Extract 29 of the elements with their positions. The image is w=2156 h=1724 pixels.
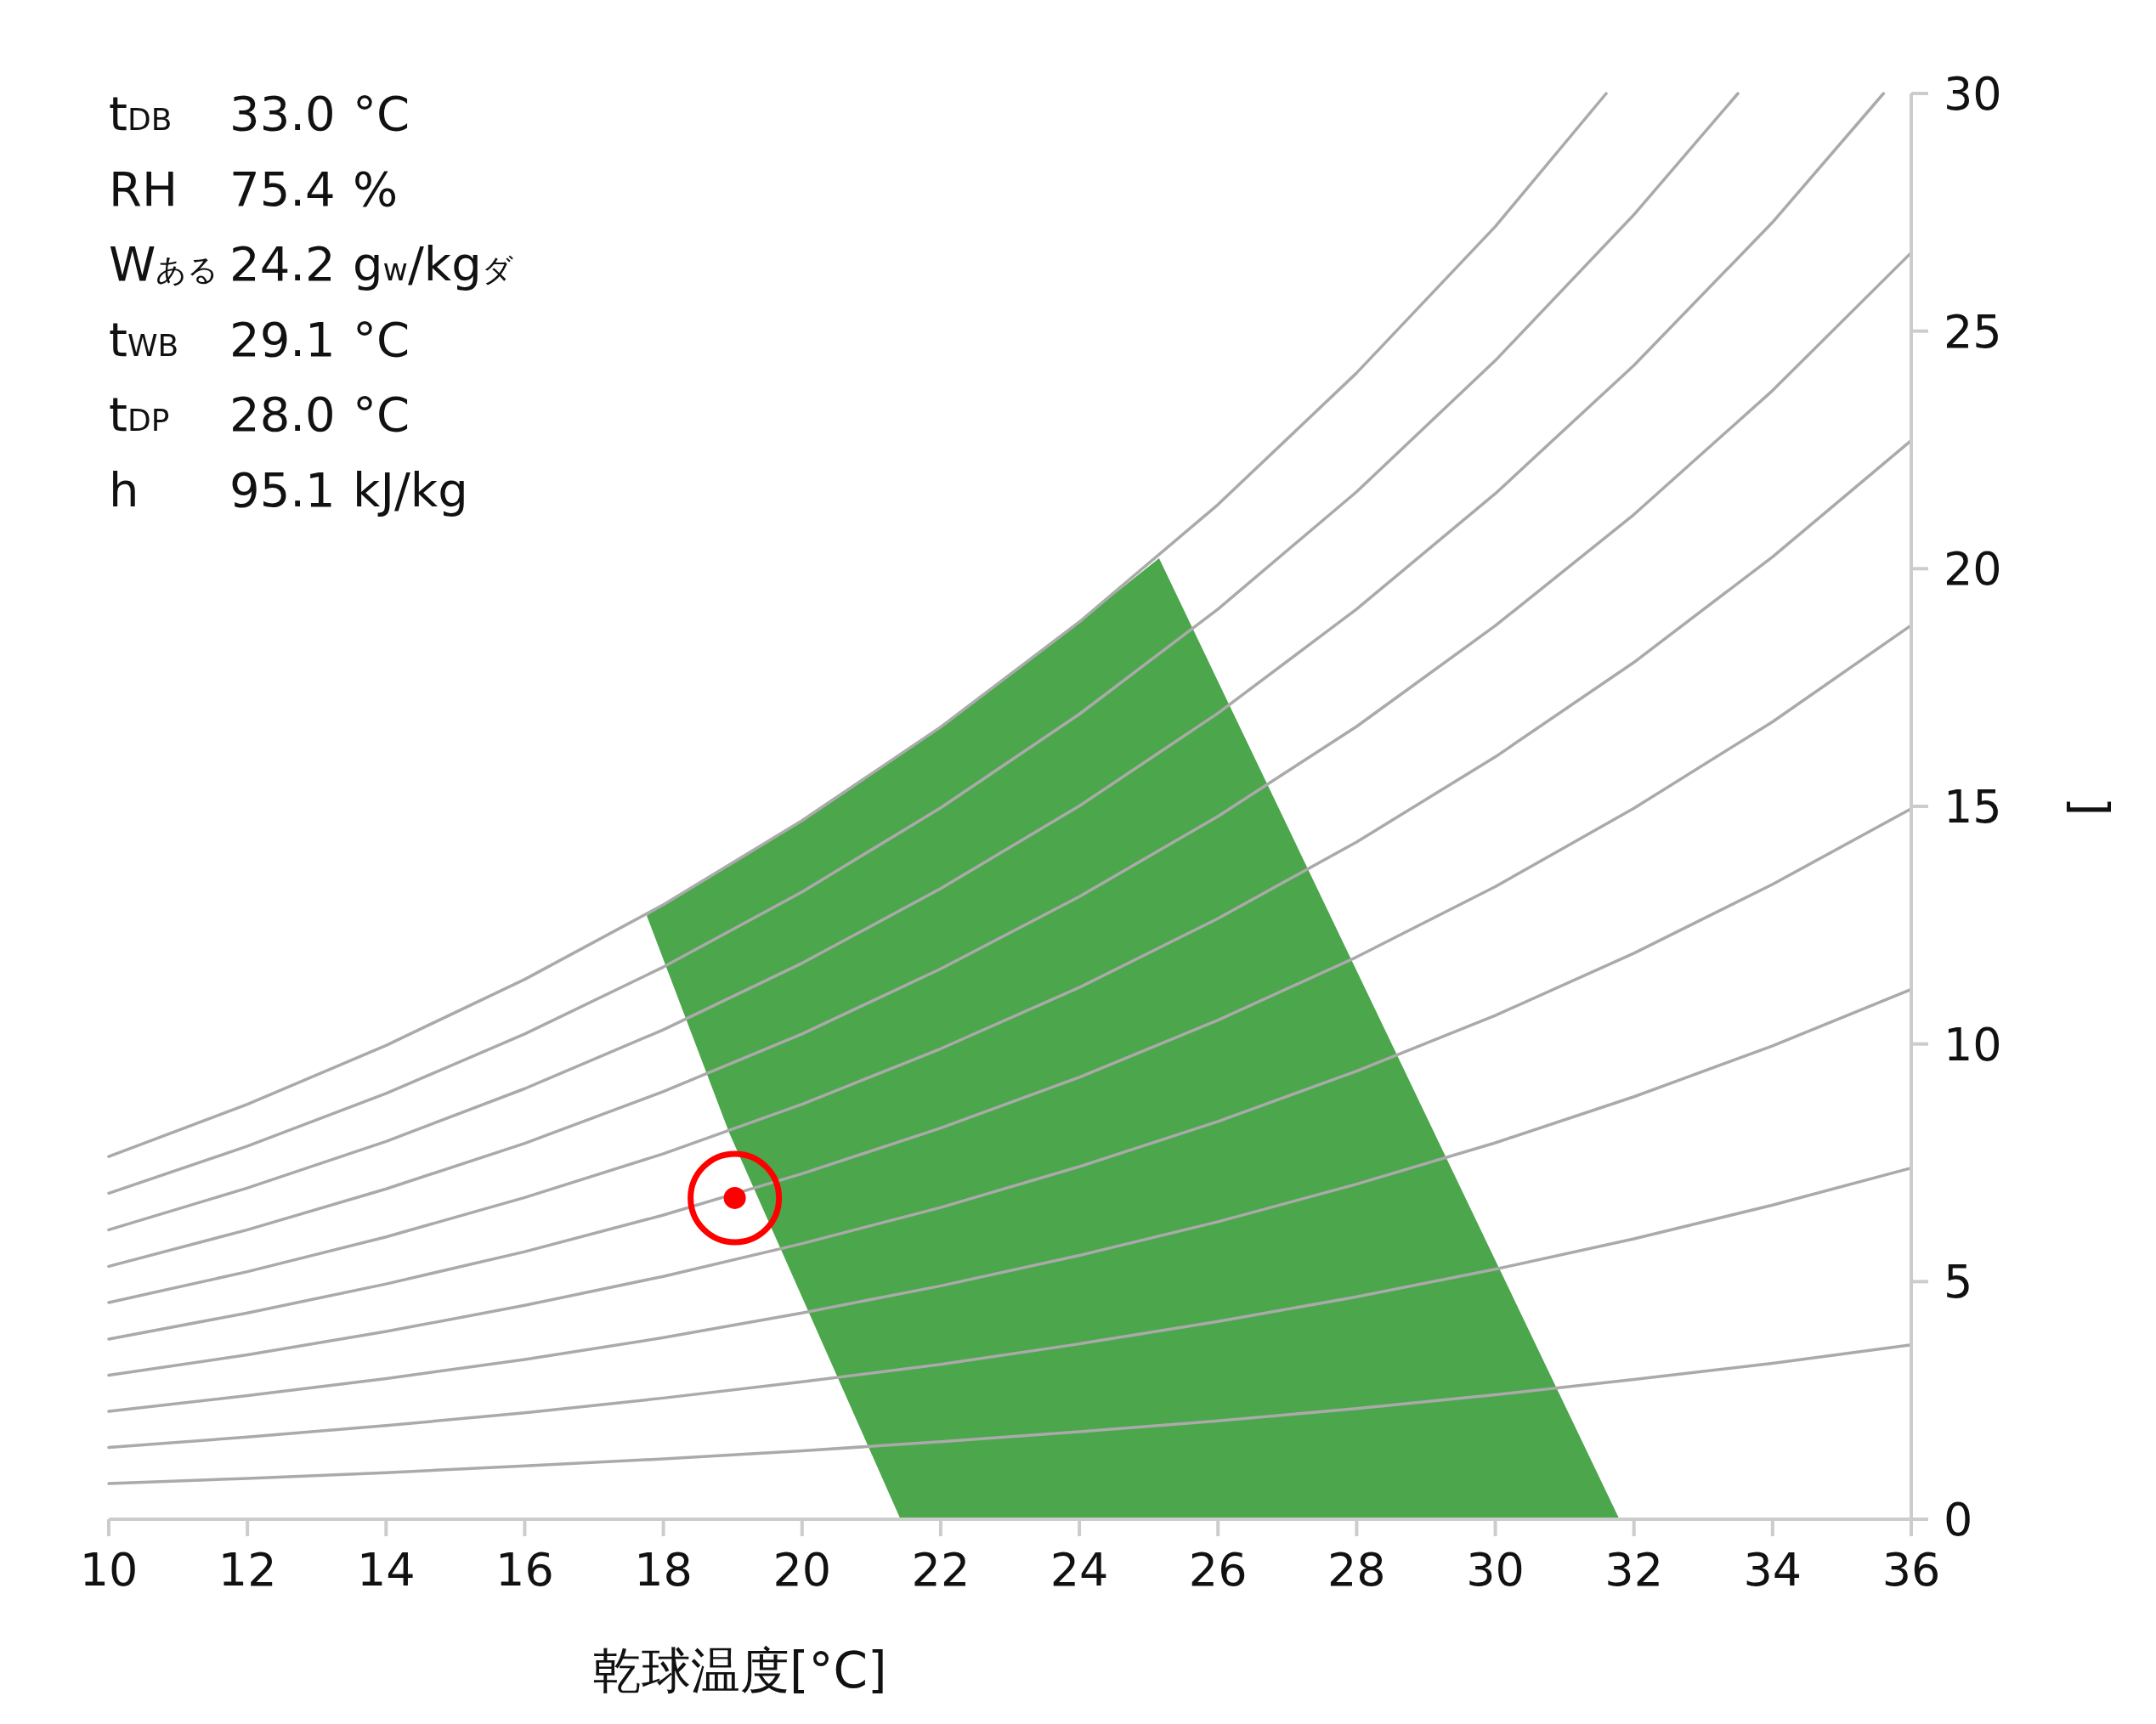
- y2-tick-label: 30: [1944, 67, 2002, 121]
- text: tDP 28.0 °C: [109, 387, 410, 442]
- text: h 95.1 kJ/kg: [109, 461, 468, 517]
- x-tick-label: 32: [1604, 1543, 1664, 1597]
- text: tWB 29.1 °C: [109, 311, 410, 367]
- x-tick-label: 14: [356, 1543, 416, 1597]
- y2-tick-label: 0: [1944, 1493, 1973, 1546]
- x-tick-label: 34: [1743, 1543, 1802, 1597]
- annotation: RH 75.4 %: [109, 161, 399, 217]
- x-tick-label: 12: [218, 1543, 277, 1597]
- y2-axis-title: ]: [2061, 796, 2119, 817]
- annotation: Wある 24.2 gw/kgダ: [109, 236, 513, 291]
- x-tick-label: 36: [1882, 1543, 1941, 1597]
- x-tick-label: 30: [1466, 1543, 1525, 1597]
- x-tick-label: 18: [634, 1543, 693, 1597]
- x-tick-label: 22: [911, 1543, 970, 1597]
- y2-tick-label: 20: [1944, 542, 2002, 596]
- x-tick-label: 10: [79, 1543, 139, 1597]
- y2-tick-label: 5: [1944, 1255, 1973, 1309]
- x-axis-title: 乾球温度[°C]: [591, 1642, 887, 1699]
- text: tDB 33.0 °C: [109, 86, 410, 141]
- x-tick-label: 26: [1188, 1543, 1248, 1597]
- x-tick-label: 28: [1327, 1543, 1386, 1597]
- x-tick-label: 20: [772, 1543, 832, 1597]
- y2-tick-label: 10: [1944, 1017, 2002, 1071]
- x-tick-label: 16: [495, 1543, 554, 1597]
- y2-tick-label: 15: [1944, 780, 2002, 834]
- x-tick-label: 24: [1050, 1543, 1109, 1597]
- y2-tick-label: 25: [1944, 304, 2002, 359]
